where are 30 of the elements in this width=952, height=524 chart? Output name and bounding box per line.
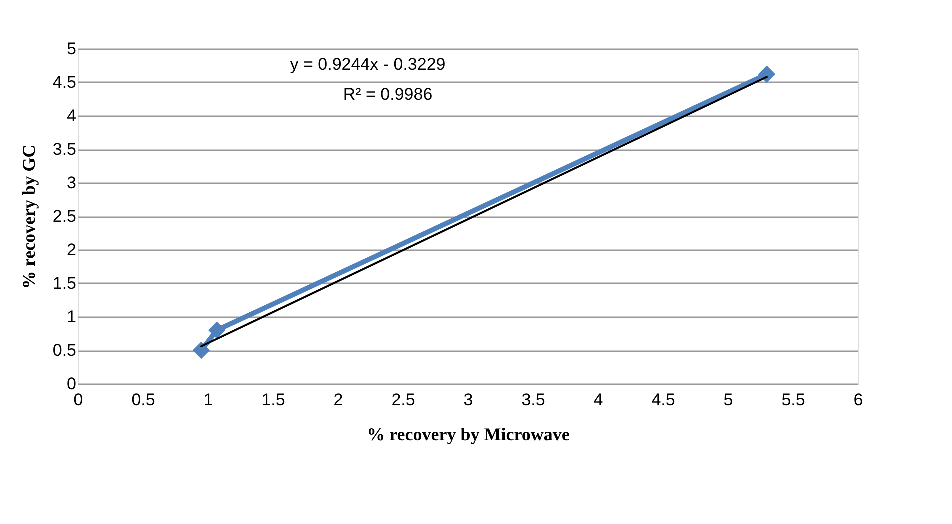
y-tick-label: 2.5 [52, 207, 76, 226]
x-tick-label: 2 [334, 390, 344, 410]
x-tick-label: 3.5 [522, 390, 546, 410]
y-tick-label: 4 [67, 106, 76, 126]
x-tick-label: 0.5 [132, 390, 156, 410]
y-tick-label: 2 [67, 240, 76, 260]
annotation: R² = 0.9986 [343, 85, 433, 104]
y-tick-label: 3.5 [52, 140, 76, 159]
point [758, 66, 776, 84]
y-tick-label: 5 [67, 40, 76, 58]
point [192, 342, 210, 360]
x-tick-label: 1.5 [262, 390, 286, 410]
x-tick-label: 5.5 [782, 390, 806, 410]
annotation: y = 0.9244x - 0.3229 [290, 55, 446, 74]
x-tick-label: 6 [854, 390, 864, 410]
x-tick-label: 2.5 [392, 390, 416, 410]
y-tick-label: 1.5 [52, 274, 76, 293]
y-tick-label: 0.5 [52, 341, 76, 360]
y-tick-label: 4.5 [52, 73, 76, 92]
y-tick-label: 3 [67, 174, 76, 192]
y-axis-title: % recovery by GC [18, 144, 39, 290]
x-tick-label: 1 [204, 390, 214, 410]
x-tick-label: 4.5 [652, 390, 676, 410]
y-tick-label: 0 [67, 374, 76, 394]
x-tick-label: 4 [594, 390, 604, 410]
x-tick-label: 5 [724, 390, 734, 410]
x-axis-title: % recovery by Microwave [367, 424, 570, 444]
y-tick-label: 1 [67, 308, 76, 326]
x-tick-label: 3 [464, 390, 474, 410]
point [208, 322, 226, 340]
